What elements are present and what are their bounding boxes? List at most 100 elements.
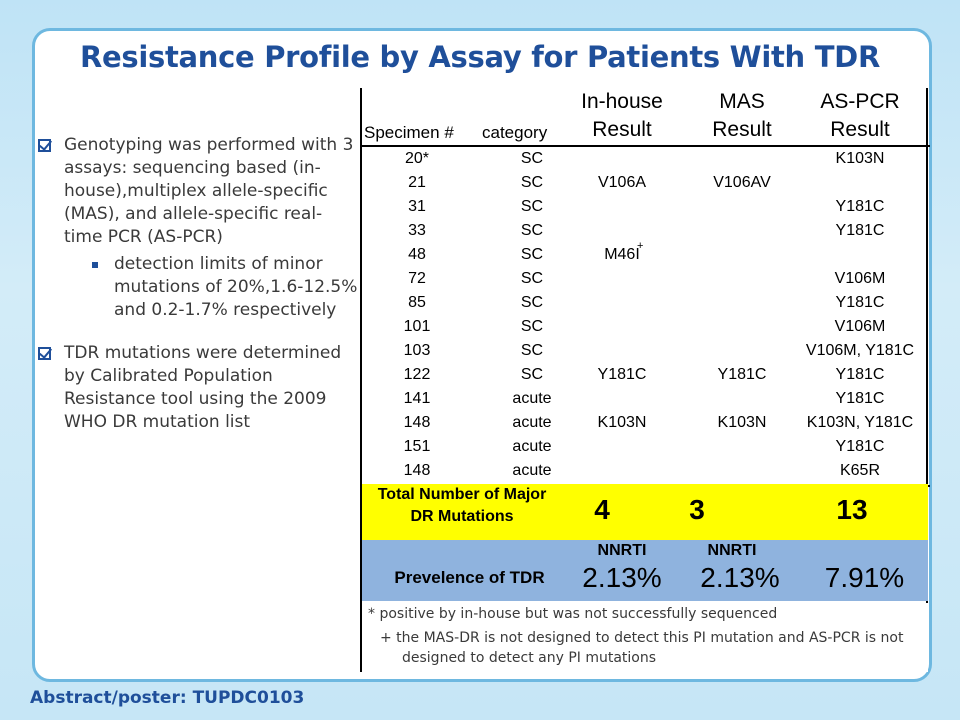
aspcr-result-cell: V106M	[834, 270, 886, 287]
table-row: 151 acute Y181C	[362, 436, 930, 460]
square-bullet-icon	[92, 262, 98, 268]
category-cell: SC	[520, 246, 544, 263]
specimen-cell: 122	[403, 366, 431, 383]
prevalence-aspcr: 7.91%	[824, 562, 905, 593]
totals-mas: 3	[689, 494, 705, 525]
table-row: 141 acute Y181C	[362, 388, 930, 412]
category-cell: acute	[512, 438, 552, 455]
aspcr-result-cell: Y181C	[835, 366, 885, 383]
prevalence-mas: 2.13%	[700, 562, 780, 593]
table-row: 21 SC V106A V106AV	[362, 172, 930, 196]
prevalence-inhouse-class: NNRTI	[597, 542, 647, 559]
table-row: 31 SC Y181C	[362, 196, 930, 220]
prevalence-row: NNRTI NNRTI Prevelence of TDR 2.13% 2.13…	[362, 540, 928, 601]
aspcr-result-cell: K65R	[839, 462, 881, 479]
specimen-cell: 85	[408, 294, 426, 311]
table-row: 101 SC V106M	[362, 316, 930, 340]
checkbox-bullet-icon	[38, 347, 51, 360]
specimen-cell: 103	[403, 342, 431, 359]
inhouse-result-cell: M46I	[604, 246, 640, 263]
totals-aspcr: 13	[836, 494, 868, 525]
table-row: 148 acute K65R	[362, 460, 930, 484]
aspcr-result-cell: Y181C	[835, 390, 885, 407]
category-cell: acute	[512, 414, 552, 431]
aspcr-result-cell: K103N, Y181C	[806, 414, 914, 431]
sub-bullet-detection-limits: detection limits of minor mutations of 2…	[64, 253, 358, 322]
totals-row: Total Number of Major DR Mutations 4 3 1…	[362, 484, 928, 540]
header-aspcr-bottom: Result	[830, 118, 890, 141]
specimen-cell: 148	[403, 462, 431, 479]
totals-label-line1: Total Number of Major	[377, 486, 547, 503]
mas-result-cell: Y181C	[717, 366, 767, 383]
aspcr-result-cell: Y181C	[835, 222, 885, 239]
category-cell: acute	[512, 390, 552, 407]
totals-inhouse: 4	[594, 494, 610, 525]
inhouse-result-cell: Y181C	[597, 366, 647, 383]
bullet-genotyping: Genotyping was performed with 3 assays: …	[36, 134, 358, 322]
header-aspcr-top: AS-PCR	[820, 90, 900, 113]
specimen-cell: 21	[408, 174, 426, 191]
prevalence-label: Prevelence of TDR	[394, 568, 545, 587]
specimen-cell: 101	[403, 318, 431, 335]
totals-label-line2: DR Mutations	[410, 508, 514, 525]
slide-title: Resistance Profile by Assay for Patients…	[80, 40, 880, 74]
specimen-cell: 20*	[404, 150, 430, 167]
bullet-list: Genotyping was performed with 3 assays: …	[36, 134, 358, 454]
category-cell: SC	[520, 270, 544, 287]
header-category: category	[482, 123, 548, 142]
specimen-cell: 141	[403, 390, 431, 407]
checkbox-bullet-icon	[38, 139, 51, 152]
table-row: 72 SC V106M	[362, 268, 930, 292]
footnote-plus-line1: + the MAS-DR is not designed to detect t…	[380, 630, 904, 646]
sub-bullet-text: detection limits of minor mutations of 2…	[114, 254, 358, 320]
category-cell: SC	[520, 294, 544, 311]
footnote-asterisk: * positive by in-house but was not succe…	[368, 606, 778, 622]
aspcr-result-cell: Y181C	[835, 438, 885, 455]
resistance-table: In-house MAS AS-PCR Specimen # category …	[360, 88, 930, 672]
category-cell: SC	[520, 366, 544, 383]
category-cell: acute	[512, 462, 552, 479]
aspcr-result-cell: K103N	[835, 150, 885, 167]
category-cell: SC	[520, 174, 544, 191]
aspcr-result-cell: V106M, Y181C	[805, 342, 915, 359]
table-row: 122 SC Y181C Y181C Y181C	[362, 364, 930, 388]
footnote-plus-line2: designed to detect any PI mutations	[402, 650, 657, 666]
header-mas-bottom: Result	[712, 118, 772, 141]
mas-result-cell: V106AV	[713, 174, 771, 191]
aspcr-result-cell: V106M	[834, 318, 886, 335]
aspcr-result-cell: Y181C	[835, 198, 885, 215]
specimen-cell: 72	[408, 270, 426, 287]
specimen-cell: 48	[408, 246, 426, 263]
specimen-cell: 31	[408, 198, 426, 215]
header-specimen: Specimen #	[364, 123, 454, 142]
bullet-text: TDR mutations were determined by Calibra…	[64, 343, 342, 432]
table-right-border	[926, 88, 928, 603]
table-row: 148 acute K103N K103N K103N, Y181C	[362, 412, 930, 436]
abstract-reference: Abstract/poster: TUPDC0103	[30, 688, 305, 708]
category-cell: SC	[520, 222, 544, 239]
prevalence-inhouse: 2.13%	[582, 562, 662, 593]
prevalence-mas-class: NNRTI	[707, 542, 757, 559]
header-divider	[362, 145, 930, 147]
inhouse-result-cell: K103N	[597, 414, 647, 431]
table-row: 85 SC Y181C	[362, 292, 930, 316]
header-inhouse-bottom: Result	[592, 118, 652, 141]
specimen-cell: 33	[408, 222, 426, 239]
table-row: 103 SC V106M, Y181C	[362, 340, 930, 364]
bullet-text: Genotyping was performed with 3 assays: …	[64, 135, 354, 247]
inhouse-result-cell: V106A	[597, 174, 647, 191]
bullet-tdr-mutations: TDR mutations were determined by Calibra…	[36, 342, 358, 434]
header-inhouse-top: In-house	[581, 90, 663, 113]
table-row: 48 SC M46I +	[362, 240, 930, 268]
category-cell: SC	[520, 318, 544, 335]
category-cell: SC	[520, 342, 544, 359]
superscript-plus: +	[637, 240, 644, 252]
category-cell: SC	[520, 150, 544, 167]
table-row: 20* SC K103N	[362, 148, 930, 172]
header-mas-top: MAS	[719, 90, 765, 113]
aspcr-result-cell: Y181C	[835, 294, 885, 311]
table-row: 33 SC Y181C	[362, 220, 930, 244]
specimen-cell: 151	[403, 438, 431, 455]
category-cell: SC	[520, 198, 544, 215]
mas-result-cell: K103N	[717, 414, 767, 431]
